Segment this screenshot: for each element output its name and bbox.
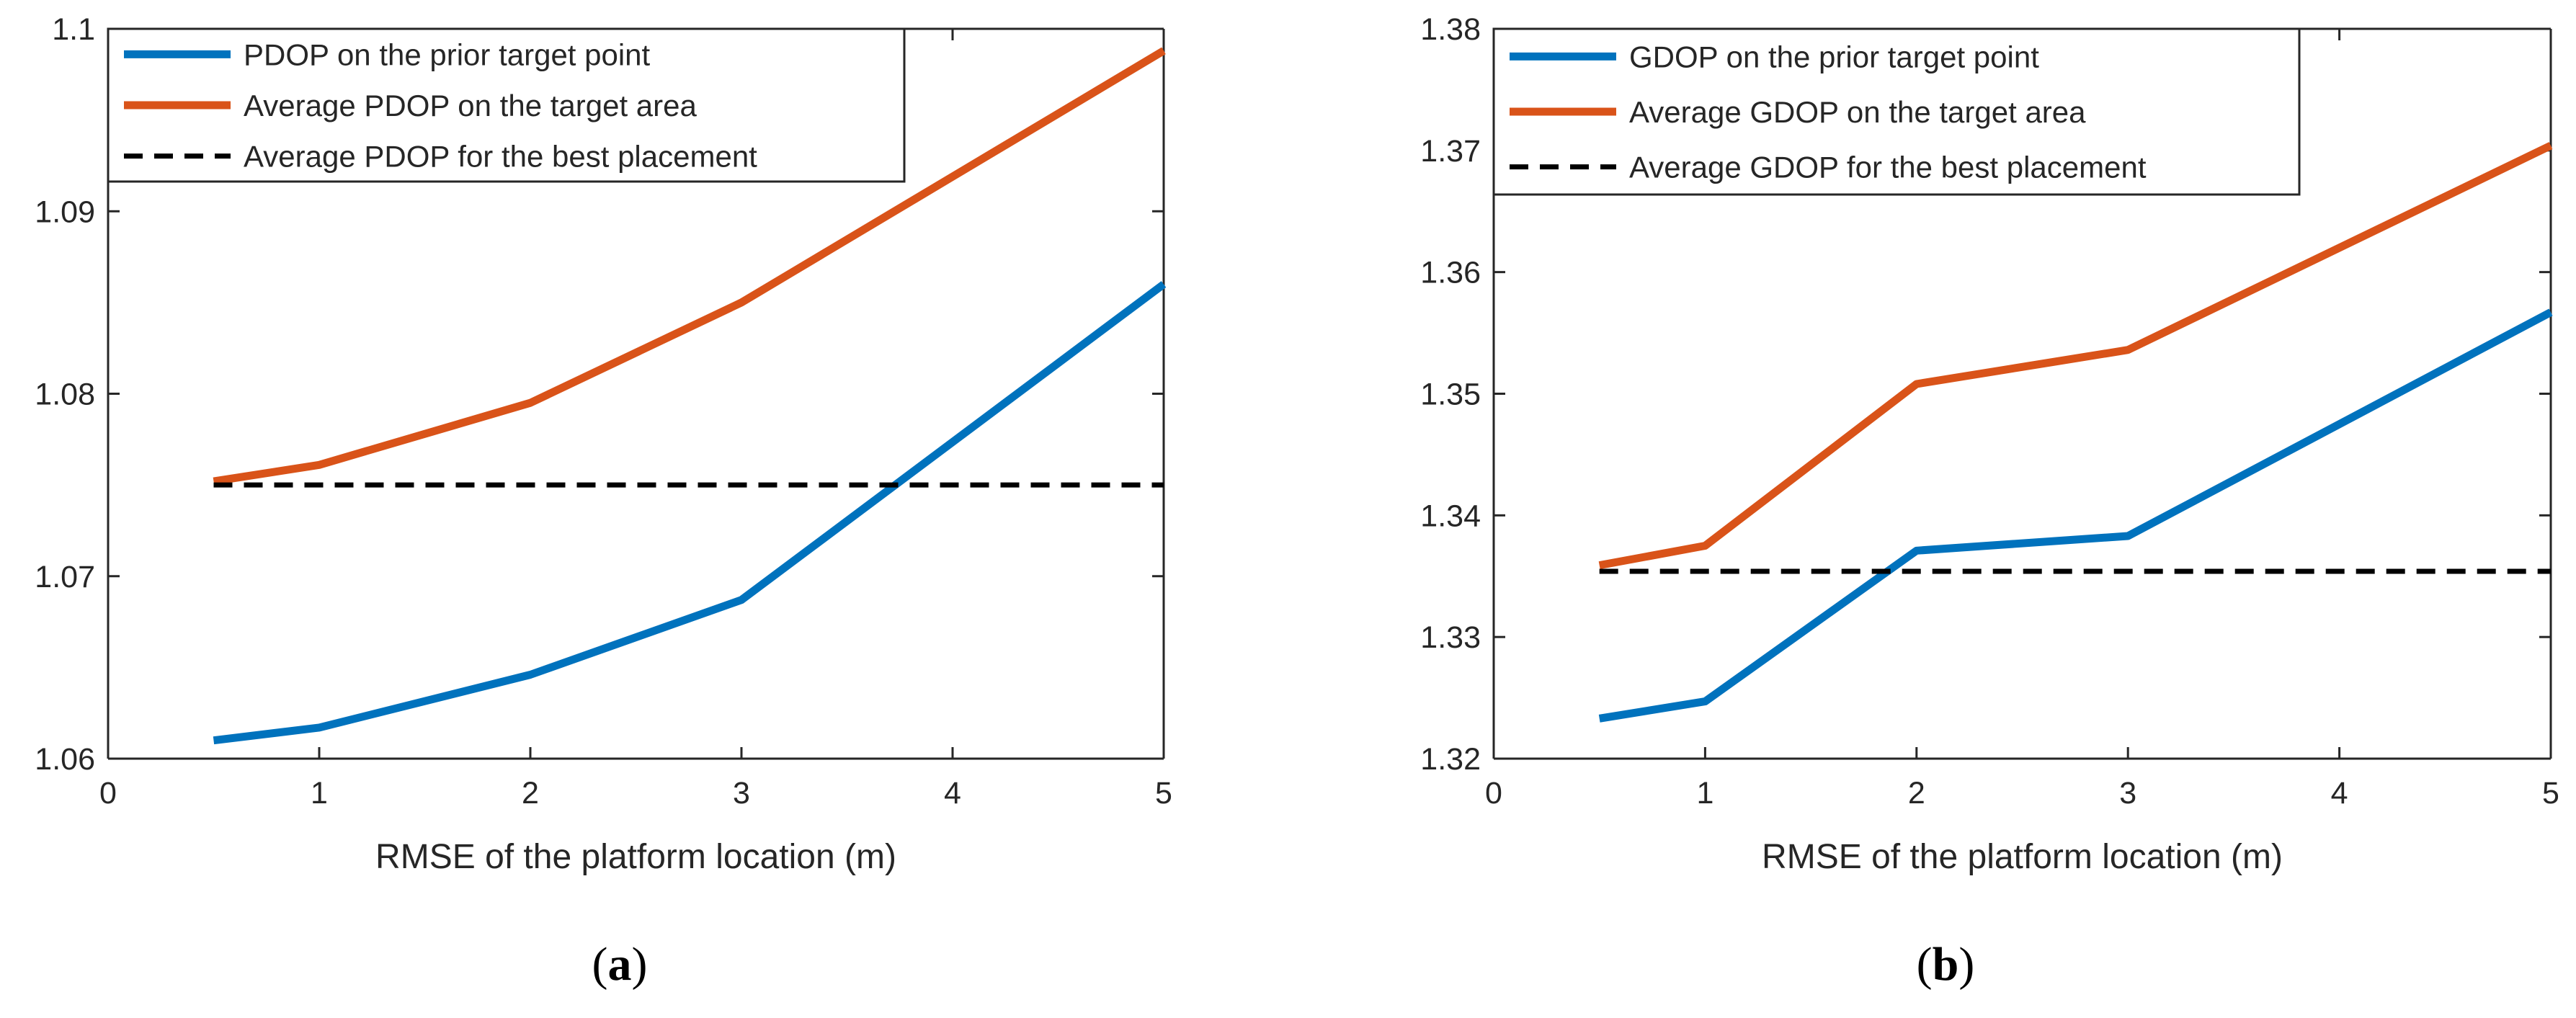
x-tick-label: 5: [2542, 776, 2559, 811]
legend-label-2: Average PDOP on the target area: [244, 89, 697, 122]
caption-paren-close: ): [1958, 938, 1974, 991]
x-tick-label: 2: [522, 776, 539, 811]
x-tick-label: 3: [733, 776, 750, 811]
y-tick-label: 1.38: [1420, 12, 1481, 47]
x-tick-label: 1: [1696, 776, 1713, 811]
x-tick-label: 4: [944, 776, 961, 811]
x-axis-label: RMSE of the platform location (m): [375, 838, 896, 876]
caption-letter: b: [1933, 938, 1959, 991]
y-tick-label: 1.06: [35, 742, 95, 777]
legend-label-2: Average GDOP on the target area: [1629, 95, 2086, 129]
caption-paren-close: ): [632, 938, 648, 991]
x-tick-label: 0: [99, 776, 117, 811]
caption-letter: a: [608, 938, 632, 991]
legend-label-3: Average GDOP for the best placement: [1629, 151, 2147, 184]
x-tick-label: 1: [311, 776, 328, 811]
y-tick-label: 1.33: [1420, 620, 1481, 655]
y-tick-label: 1.08: [35, 378, 95, 412]
x-axis-label: RMSE of the platform location (m): [1762, 838, 2283, 876]
x-tick-label: 4: [2331, 776, 2348, 811]
x-tick-label: 0: [1485, 776, 1502, 811]
y-tick-label: 1.09: [35, 195, 95, 229]
legend-label-1: GDOP on the prior target point: [1629, 40, 2039, 73]
x-tick-label: 2: [1908, 776, 1925, 811]
legend-label-3: Average PDOP for the best placement: [244, 140, 757, 174]
caption-paren-open: (: [592, 938, 608, 991]
y-tick-label: 1.32: [1420, 742, 1481, 777]
y-tick-label: 1.36: [1420, 256, 1481, 290]
x-tick-label: 5: [1155, 776, 1172, 811]
panel-caption: (a): [592, 938, 648, 991]
y-tick-label: 1.34: [1420, 499, 1481, 533]
y-tick-label: 1.1: [52, 12, 95, 47]
y-tick-label: 1.37: [1420, 134, 1481, 169]
y-tick-label: 1.07: [35, 560, 95, 594]
legend-label-1: PDOP on the prior target point: [244, 37, 651, 71]
caption-paren-open: (: [1917, 938, 1933, 991]
y-tick-label: 1.35: [1420, 378, 1481, 412]
x-tick-label: 3: [2119, 776, 2136, 811]
panel-caption: (b): [1917, 938, 1975, 991]
